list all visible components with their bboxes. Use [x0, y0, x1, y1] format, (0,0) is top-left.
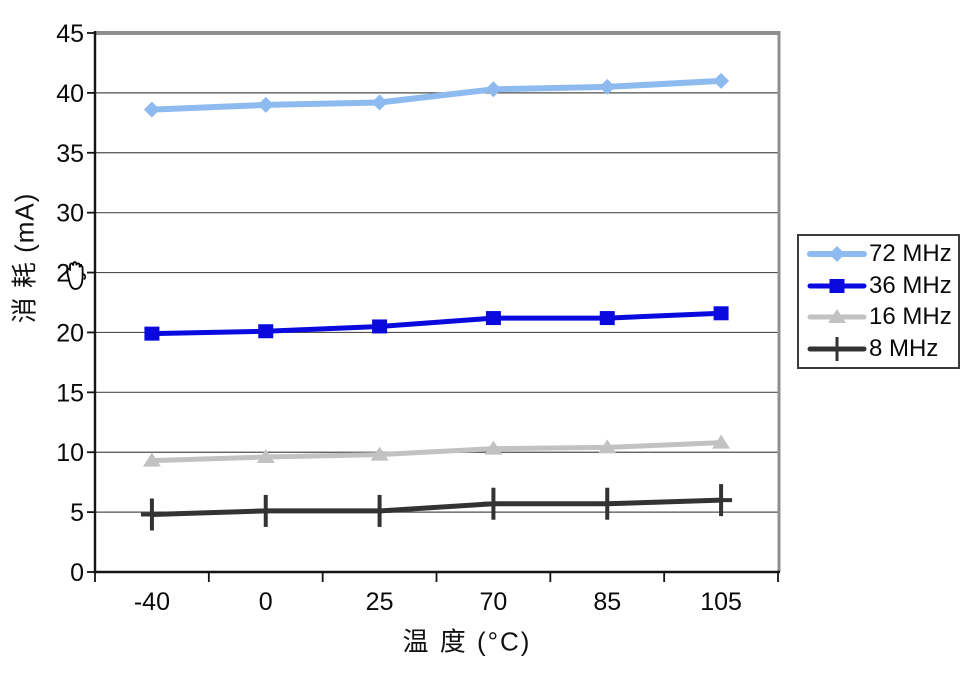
- diamond-marker-icon: [371, 94, 388, 111]
- legend-item: 8 MHz: [807, 334, 958, 364]
- square-marker-icon: [144, 326, 160, 341]
- triangle-marker-icon: [370, 446, 389, 461]
- x-tick-label: 105: [700, 588, 742, 616]
- square-marker-icon: [713, 306, 729, 321]
- y-tick-label: 40: [56, 80, 84, 108]
- diamond-marker-icon: [485, 81, 502, 98]
- y-tick-label: 35: [56, 140, 84, 168]
- y-tick-label: 20: [56, 319, 84, 347]
- diamond-marker-icon: [713, 72, 730, 89]
- triangle-marker-icon: [828, 309, 846, 324]
- diamond-marker-icon: [143, 101, 160, 118]
- square-marker-icon: [258, 324, 274, 339]
- legend-swatch-icon: [807, 245, 867, 262]
- legend: 72 MHz 36 MHz 16 MHz 8 MHz: [797, 234, 960, 369]
- y-tick-label: 15: [56, 379, 84, 407]
- legend-label: 8 MHz: [869, 335, 939, 363]
- legend-swatch-icon: [807, 309, 867, 324]
- square-marker-icon: [829, 278, 845, 293]
- x-tick-label: -40: [134, 588, 170, 616]
- y-tick-label: 30: [56, 200, 84, 228]
- x-tick-label: 25: [366, 588, 394, 616]
- y-tick-label: 0: [70, 559, 84, 587]
- square-marker-icon: [372, 319, 388, 334]
- y-axis-title: 消 耗 (mA): [9, 192, 40, 324]
- legend-item: 16 MHz: [807, 302, 958, 332]
- legend-swatch-icon: [807, 278, 867, 293]
- x-axis-title: 温 度 (°C): [402, 626, 532, 657]
- x-tick-label: 70: [480, 588, 508, 616]
- series-line-16-mhz: [149, 440, 724, 464]
- triangle-marker-icon: [256, 449, 275, 464]
- x-tick-label: 0: [259, 588, 273, 616]
- y-tick-label: 10: [56, 439, 84, 467]
- hand-cursor-icon: [66, 261, 87, 290]
- diamond-marker-icon: [829, 245, 845, 262]
- x-tick-label: 85: [593, 588, 621, 616]
- series-line-72-mhz: [148, 77, 725, 113]
- triangle-marker-icon: [142, 452, 161, 467]
- legend-item: 72 MHz: [807, 239, 958, 269]
- series-line-8-mhz: [149, 497, 724, 518]
- triangle-marker-icon: [484, 440, 503, 455]
- y-tick-label: 5: [70, 499, 84, 527]
- triangle-marker-icon: [598, 439, 617, 454]
- legend-label: 16 MHz: [869, 303, 952, 331]
- legend-label: 72 MHz: [869, 239, 952, 267]
- square-marker-icon: [485, 311, 501, 326]
- diamond-marker-icon: [599, 78, 616, 95]
- diamond-marker-icon: [257, 96, 274, 113]
- triangle-marker-icon: [712, 434, 731, 449]
- y-tick-label: 45: [56, 20, 84, 48]
- series-line-36-mhz: [149, 310, 724, 337]
- square-marker-icon: [599, 311, 615, 326]
- legend-swatch-icon: [807, 337, 867, 362]
- legend-item: 36 MHz: [807, 271, 958, 301]
- legend-label: 36 MHz: [869, 271, 952, 299]
